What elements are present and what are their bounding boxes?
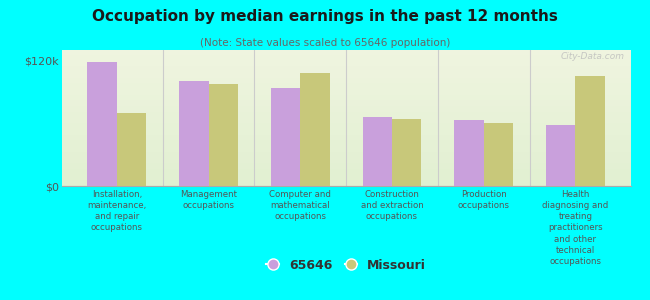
Bar [209,84,238,186]
Bar [88,62,117,186]
Legend: 65646, Missouri: 65646, Missouri [260,253,432,278]
Text: City-Data.com: City-Data.com [561,52,625,61]
Text: Occupation by median earnings in the past 12 months: Occupation by median earnings in the pas… [92,9,558,24]
Bar [363,117,392,186]
Bar [271,88,300,186]
Bar [117,112,146,186]
Bar [392,119,421,186]
Bar [575,76,604,186]
Bar [546,125,575,186]
Bar [179,81,209,186]
Bar [454,120,484,186]
Bar [300,73,330,186]
Bar [484,123,513,186]
Text: (Note: State values scaled to 65646 population): (Note: State values scaled to 65646 popu… [200,38,450,47]
